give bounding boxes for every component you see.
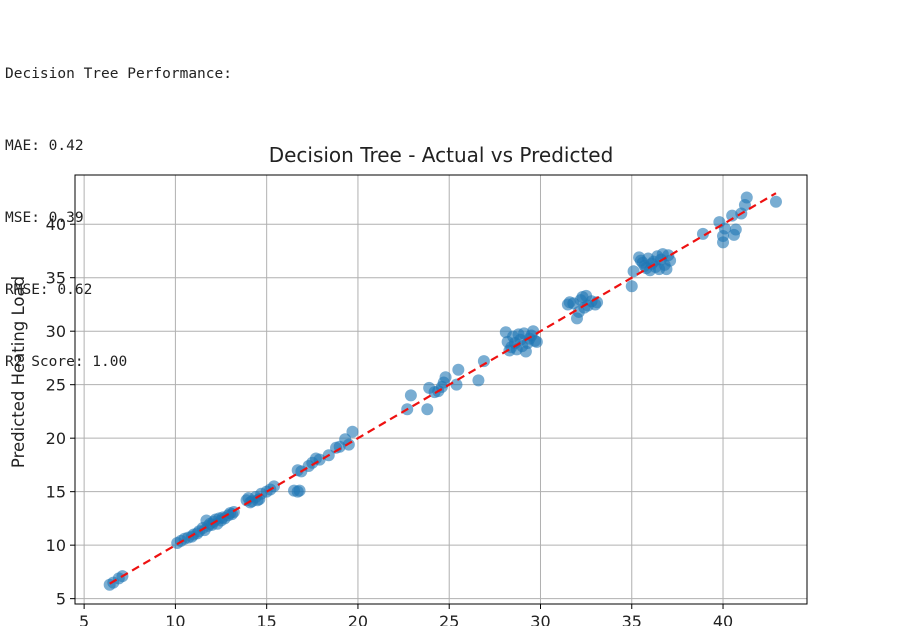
x-tick-label: 35 bbox=[622, 612, 642, 626]
data-point bbox=[472, 374, 485, 387]
x-tick-label: 40 bbox=[713, 612, 733, 626]
data-point bbox=[439, 371, 452, 384]
data-point bbox=[729, 223, 742, 236]
data-point bbox=[696, 227, 709, 240]
console-heading: Decision Tree Performance: bbox=[5, 66, 232, 82]
data-point bbox=[627, 265, 640, 278]
data-point bbox=[769, 195, 782, 208]
y-tick-label: 35 bbox=[46, 269, 66, 288]
data-point bbox=[625, 280, 638, 293]
scatter-chart: Decision Tree - Actual vs Predicted 5 10 1… bbox=[9, 143, 808, 626]
plot-frame bbox=[74, 174, 808, 605]
data-point bbox=[404, 389, 417, 402]
axis-ticks: 5 10 15 20 25 30 35 40 5 10 15 20 25 30 35 40 bbox=[46, 215, 734, 626]
data-point bbox=[477, 355, 490, 368]
data-point bbox=[530, 335, 543, 348]
y-tick-label: 25 bbox=[46, 376, 66, 395]
y-tick-label: 5 bbox=[56, 590, 66, 609]
y-tick-label: 40 bbox=[46, 215, 66, 234]
data-point bbox=[726, 209, 739, 222]
data-point bbox=[346, 425, 359, 438]
y-tick-label: 30 bbox=[46, 322, 66, 341]
data-point bbox=[452, 363, 465, 376]
metric-mae: MAE: 0.42 bbox=[5, 138, 84, 154]
data-point bbox=[664, 254, 677, 267]
x-tick-label: 15 bbox=[256, 612, 276, 626]
metric-r2: R2 Score: 1.00 bbox=[5, 354, 128, 370]
x-tick-label: 25 bbox=[439, 612, 459, 626]
data-point bbox=[421, 403, 434, 416]
data-point bbox=[740, 191, 753, 204]
reference-line bbox=[109, 192, 777, 585]
y-axis-label: Predicted Heating Load bbox=[9, 276, 28, 468]
y-tick-label: 15 bbox=[46, 483, 66, 502]
x-tick-label: 10 bbox=[165, 612, 185, 626]
data-point bbox=[293, 484, 306, 497]
y-tick-label: 10 bbox=[46, 536, 66, 555]
x-tick-label: 20 bbox=[348, 612, 368, 626]
chart-title: Decision Tree - Actual vs Predicted bbox=[269, 143, 614, 167]
x-tick-label: 5 bbox=[79, 612, 89, 626]
data-points bbox=[103, 191, 782, 591]
data-point bbox=[717, 236, 730, 249]
x-tick-label: 30 bbox=[530, 612, 550, 626]
grid-lines bbox=[75, 175, 807, 604]
y-tick-label: 20 bbox=[46, 429, 66, 448]
data-point bbox=[450, 378, 463, 391]
